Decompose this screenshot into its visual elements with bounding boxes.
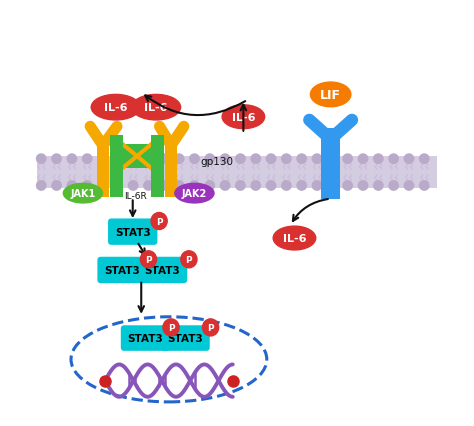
Circle shape xyxy=(266,181,276,191)
Circle shape xyxy=(36,181,46,191)
FancyBboxPatch shape xyxy=(121,325,170,351)
FancyBboxPatch shape xyxy=(164,142,177,197)
Circle shape xyxy=(144,155,153,164)
FancyBboxPatch shape xyxy=(321,129,340,199)
Text: LIF: LIF xyxy=(320,89,341,102)
Text: STAT3: STAT3 xyxy=(145,265,181,275)
Circle shape xyxy=(251,181,260,191)
Circle shape xyxy=(52,155,61,164)
Text: P: P xyxy=(145,255,152,264)
Bar xyxy=(37,157,437,189)
Circle shape xyxy=(389,155,398,164)
Ellipse shape xyxy=(273,227,316,250)
Circle shape xyxy=(82,181,92,191)
Circle shape xyxy=(312,155,322,164)
Circle shape xyxy=(174,155,184,164)
Text: P: P xyxy=(156,217,163,226)
Circle shape xyxy=(67,181,76,191)
Ellipse shape xyxy=(310,83,351,107)
Text: JAK2: JAK2 xyxy=(182,189,207,199)
Circle shape xyxy=(98,155,107,164)
FancyBboxPatch shape xyxy=(108,219,157,245)
Circle shape xyxy=(297,155,306,164)
Circle shape xyxy=(328,181,337,191)
Circle shape xyxy=(266,155,276,164)
Text: STAT3: STAT3 xyxy=(104,265,140,275)
FancyBboxPatch shape xyxy=(97,142,109,197)
Circle shape xyxy=(312,181,322,191)
Circle shape xyxy=(282,181,291,191)
Ellipse shape xyxy=(181,251,197,268)
Ellipse shape xyxy=(175,184,214,204)
Ellipse shape xyxy=(222,106,264,130)
Circle shape xyxy=(220,181,230,191)
Circle shape xyxy=(358,155,368,164)
Text: gp130: gp130 xyxy=(201,157,234,167)
Circle shape xyxy=(190,155,199,164)
Text: JAK1: JAK1 xyxy=(70,189,96,199)
Ellipse shape xyxy=(151,213,167,230)
Circle shape xyxy=(159,181,168,191)
Ellipse shape xyxy=(64,184,102,204)
FancyBboxPatch shape xyxy=(138,257,187,283)
Circle shape xyxy=(36,155,46,164)
Circle shape xyxy=(67,155,76,164)
Circle shape xyxy=(174,181,184,191)
Text: IL-6: IL-6 xyxy=(145,103,168,113)
Text: P: P xyxy=(168,323,174,332)
Text: IL-6R: IL-6R xyxy=(124,192,147,201)
Ellipse shape xyxy=(91,95,140,121)
Circle shape xyxy=(236,181,245,191)
Circle shape xyxy=(343,181,352,191)
Circle shape xyxy=(251,155,260,164)
Circle shape xyxy=(374,155,383,164)
Circle shape xyxy=(113,155,122,164)
Ellipse shape xyxy=(163,319,179,336)
Circle shape xyxy=(282,155,291,164)
Circle shape xyxy=(159,155,168,164)
Circle shape xyxy=(205,155,214,164)
Circle shape xyxy=(419,155,429,164)
Circle shape xyxy=(190,181,199,191)
Circle shape xyxy=(144,181,153,191)
Text: STAT3: STAT3 xyxy=(115,227,151,237)
Circle shape xyxy=(358,181,368,191)
Text: P: P xyxy=(186,255,192,264)
Text: IL-6: IL-6 xyxy=(283,233,306,244)
Circle shape xyxy=(328,155,337,164)
Circle shape xyxy=(52,181,61,191)
Circle shape xyxy=(236,155,245,164)
FancyBboxPatch shape xyxy=(97,257,147,283)
FancyBboxPatch shape xyxy=(123,145,151,168)
Text: STAT3: STAT3 xyxy=(128,333,164,343)
Circle shape xyxy=(404,181,414,191)
Text: IL-6: IL-6 xyxy=(104,103,128,113)
Circle shape xyxy=(419,181,429,191)
Circle shape xyxy=(205,181,214,191)
Circle shape xyxy=(374,181,383,191)
Circle shape xyxy=(128,155,138,164)
Circle shape xyxy=(113,181,122,191)
Circle shape xyxy=(343,155,352,164)
Circle shape xyxy=(220,155,230,164)
Circle shape xyxy=(389,181,398,191)
Text: IL-6: IL-6 xyxy=(232,112,255,122)
FancyBboxPatch shape xyxy=(151,135,164,197)
Text: STAT3: STAT3 xyxy=(167,333,203,343)
Ellipse shape xyxy=(202,319,219,336)
FancyBboxPatch shape xyxy=(160,325,210,351)
FancyBboxPatch shape xyxy=(110,135,123,197)
Circle shape xyxy=(297,181,306,191)
Ellipse shape xyxy=(140,251,156,268)
Circle shape xyxy=(128,181,138,191)
Text: P: P xyxy=(207,323,214,332)
Ellipse shape xyxy=(132,95,181,121)
Circle shape xyxy=(82,155,92,164)
Circle shape xyxy=(404,155,414,164)
Circle shape xyxy=(98,181,107,191)
